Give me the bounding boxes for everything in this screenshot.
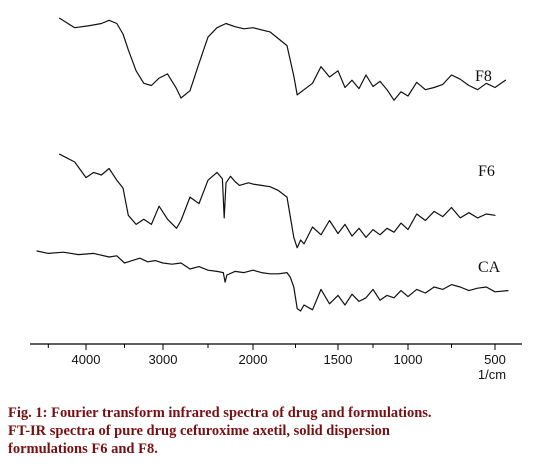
caption-line-1: Fig. 1: Fourier transform infrared spect… xyxy=(8,405,432,421)
spectrum-f6 xyxy=(58,153,496,249)
series-labels: F8 F6 CA xyxy=(475,68,501,276)
caption-line-2: FT-IR spectra of pure drug cefuroxime ax… xyxy=(8,423,390,439)
x-tick-label: 500 xyxy=(484,352,506,367)
series-label-f6: F6 xyxy=(478,163,495,180)
x-tick-label: 1000 xyxy=(394,352,423,367)
spectrum-f8 xyxy=(58,17,506,101)
x-tick-label: 4000 xyxy=(72,352,101,367)
series-label-f8: F8 xyxy=(475,68,492,85)
series-label-ca: CA xyxy=(478,259,501,276)
x-tick-label: 3000 xyxy=(149,352,178,367)
spectra xyxy=(36,17,509,312)
figure-caption: Fig. 1: Fourier transform infrared spect… xyxy=(8,404,536,458)
x-tick-label: 2000 xyxy=(239,352,268,367)
x-axis-unit: 1/cm xyxy=(478,367,506,382)
caption-line-3: formulations F6 and F8. xyxy=(8,441,158,457)
x-tick-label: 1500 xyxy=(324,352,353,367)
spectrum-ca xyxy=(36,250,509,312)
